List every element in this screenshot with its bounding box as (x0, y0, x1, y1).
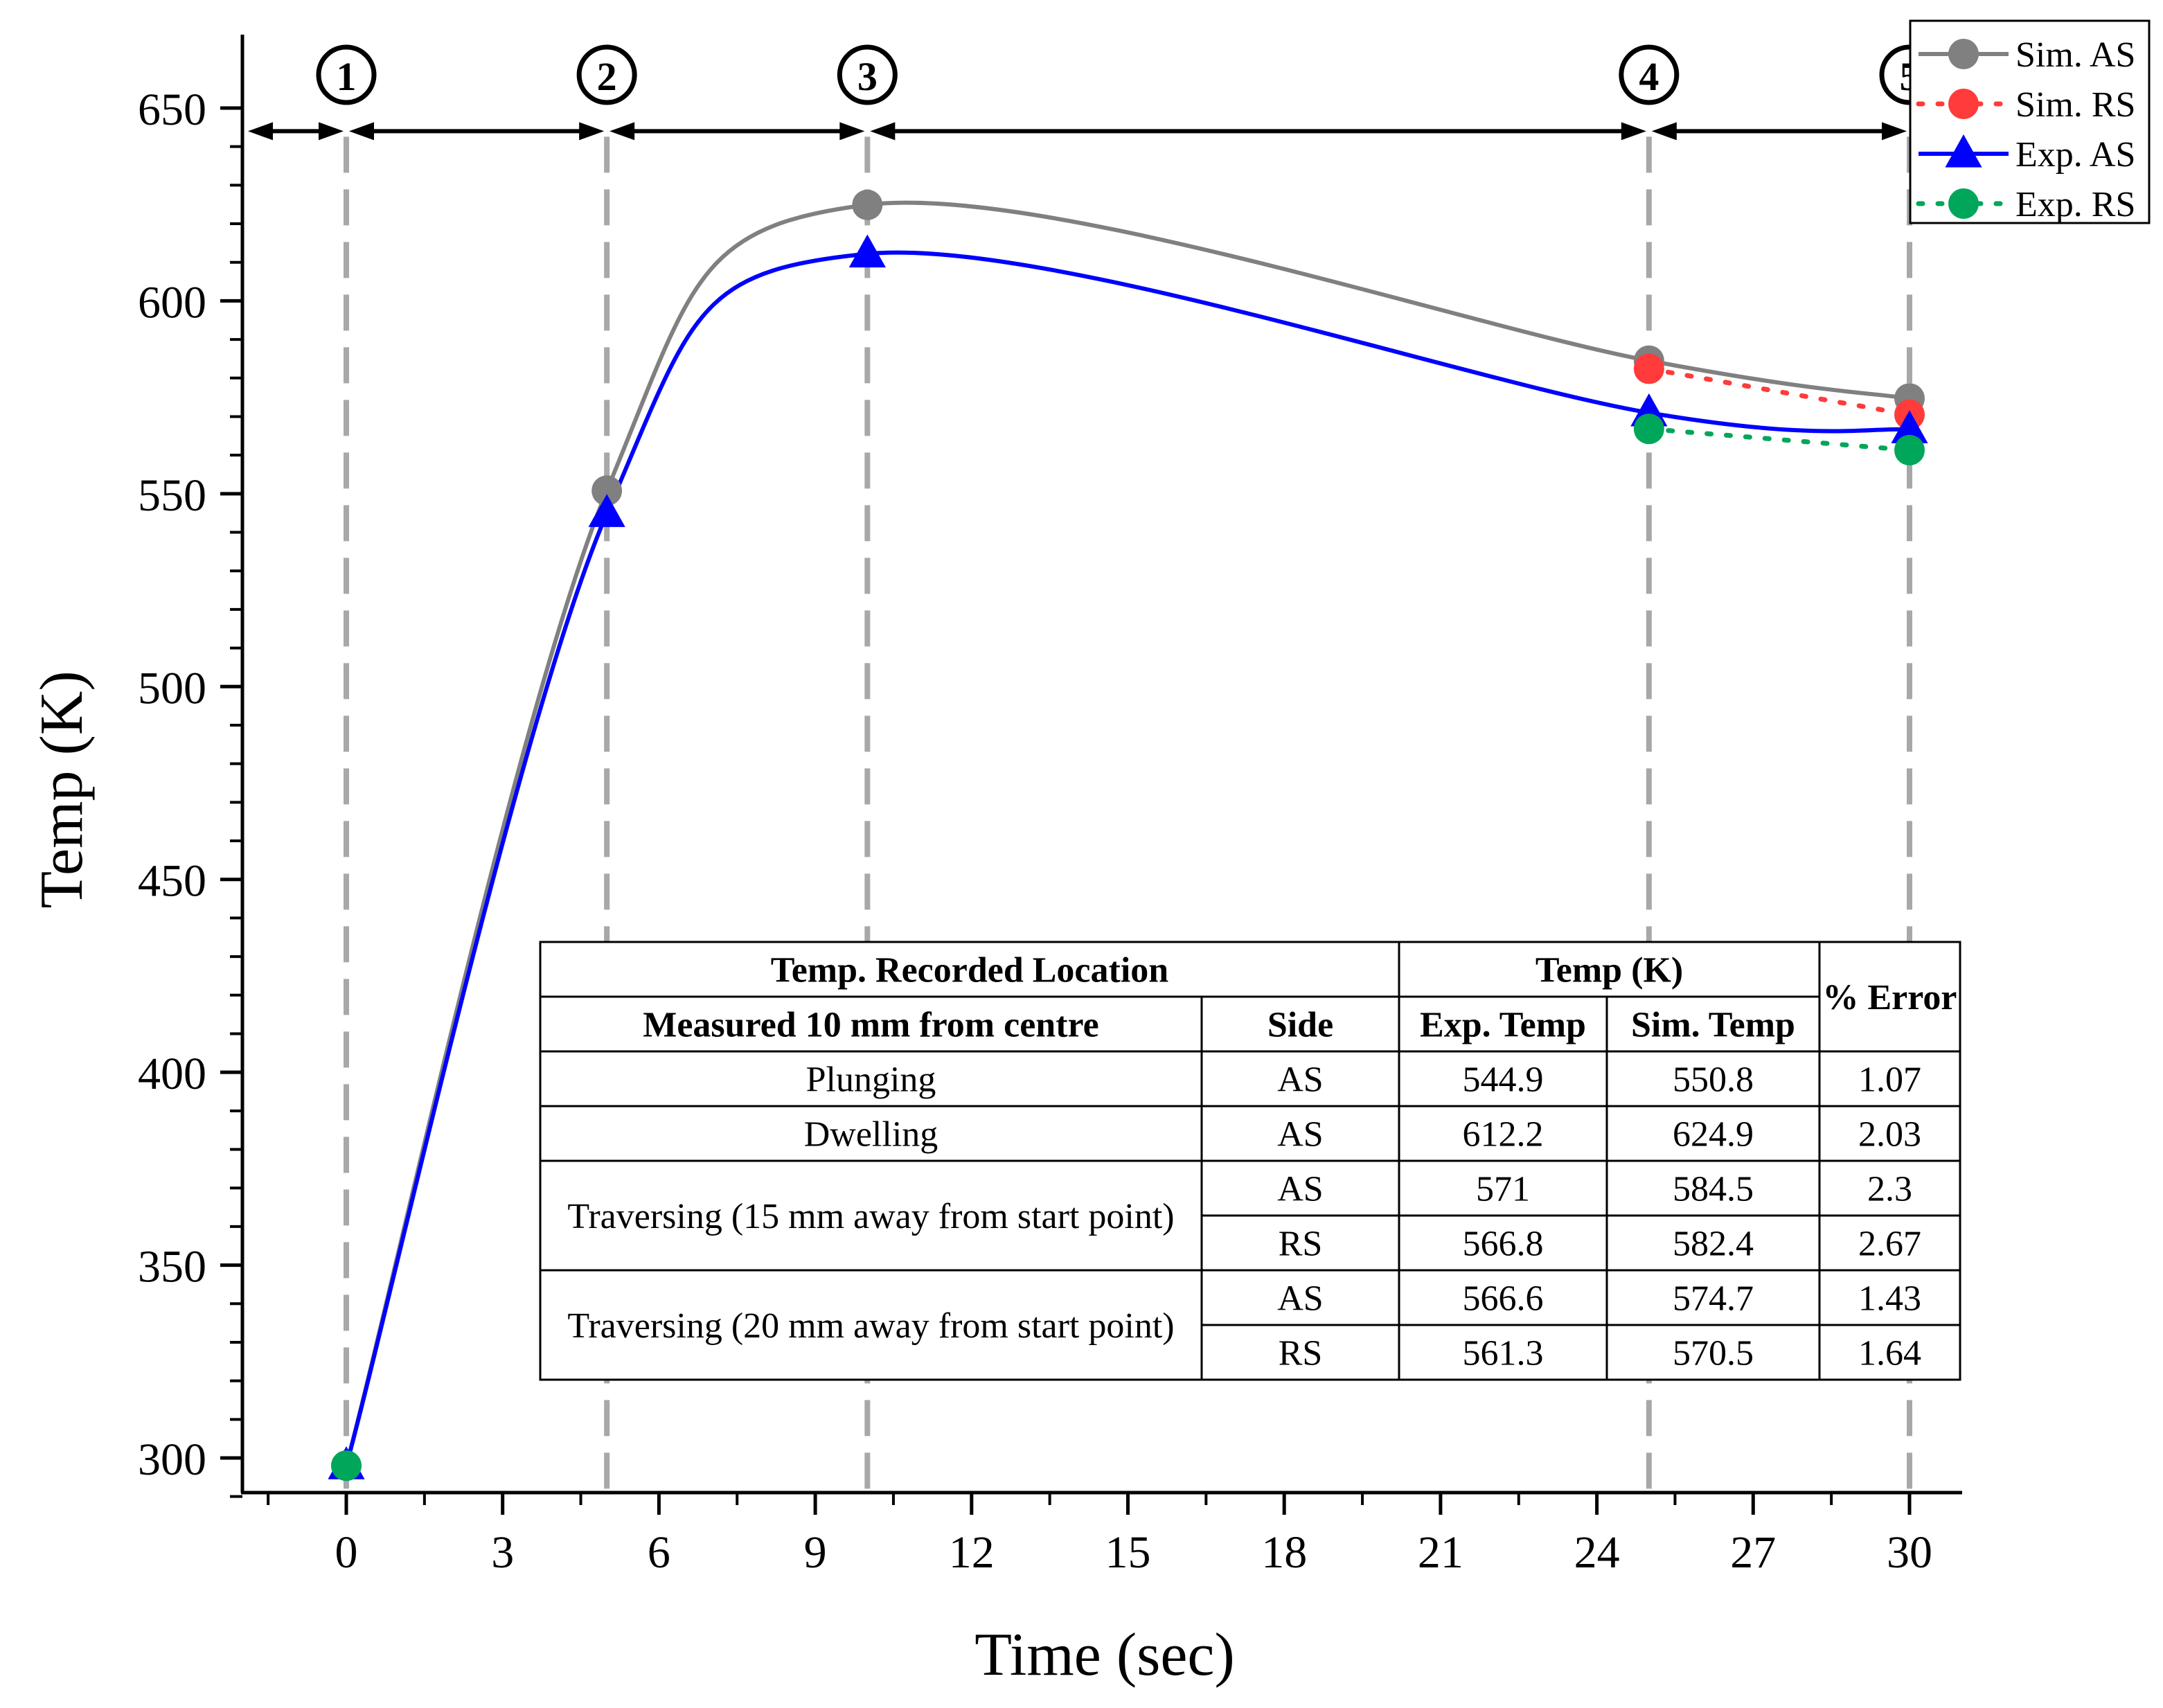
x-tick-label: 18 (1261, 1527, 1307, 1578)
exp-as-point (1891, 410, 1928, 444)
y-tick-label: 300 (138, 1434, 206, 1485)
table-error-cell: 2.03 (1858, 1115, 1921, 1155)
arrow-head-right (1621, 122, 1646, 141)
table-location-cell: Dwelling (804, 1115, 938, 1155)
arrow-head-left (870, 122, 896, 141)
table-sub-measured: Measured 10 mm from centre (643, 1006, 1098, 1045)
legend-label-exp-as: Exp. AS (2015, 135, 2135, 175)
table-side-cell: AS (1277, 1170, 1323, 1209)
legend-label-sim-rs: Sim. RS (2015, 85, 2135, 125)
exp-rs-point (1633, 413, 1664, 445)
y-tick-label: 350 (138, 1242, 206, 1292)
table-side-cell: RS (1279, 1334, 1323, 1373)
x-tick-label: 3 (491, 1527, 514, 1578)
stage-number: 3 (857, 54, 878, 99)
table-sim-cell: 570.5 (1673, 1334, 1754, 1373)
series-points (328, 189, 1928, 1482)
table-error-cell: 2.67 (1858, 1225, 1921, 1264)
x-axis-label: Time (sec) (974, 1621, 1235, 1689)
table-exp-cell: 571 (1476, 1170, 1530, 1209)
table-header-location: Temp. Recorded Location (771, 951, 1168, 990)
legend-label-exp-rs: Exp. RS (2015, 185, 2135, 224)
sim-rs-point (1633, 353, 1664, 384)
table-error-cell: 2.3 (1867, 1170, 1912, 1209)
exp-as-point (588, 494, 625, 527)
stage-number: 4 (1639, 54, 1659, 99)
legend-marker-exp-rs (1948, 188, 1979, 219)
x-tick-label: 24 (1574, 1527, 1620, 1578)
y-tick-label: 450 (138, 856, 206, 907)
y-tick-label: 500 (138, 663, 206, 713)
table-header-error: % Error (1823, 978, 1957, 1017)
table-error-cell: 1.07 (1858, 1060, 1921, 1100)
y-tick-label: 650 (138, 84, 206, 135)
x-tick-label: 21 (1418, 1527, 1463, 1578)
x-tick-label: 15 (1105, 1527, 1151, 1578)
table-sim-cell: 582.4 (1673, 1225, 1754, 1264)
table-sim-cell: 550.8 (1673, 1060, 1754, 1100)
x-tick-label: 6 (648, 1527, 670, 1578)
table-exp-cell: 561.3 (1463, 1334, 1544, 1373)
arrow-head-left (1651, 122, 1677, 141)
stage-circle (316, 44, 377, 105)
arrow-head-right (1882, 122, 1907, 141)
table-exp-cell: 566.8 (1463, 1225, 1544, 1264)
table-side-cell: AS (1277, 1115, 1323, 1155)
table-exp-cell: 566.6 (1463, 1279, 1544, 1319)
legend-marker-sim-as (1948, 39, 1979, 69)
table-sub-side: Side (1267, 1006, 1333, 1045)
table-sim-cell: 574.7 (1673, 1279, 1754, 1319)
y-tick-label: 400 (138, 1049, 206, 1099)
table-exp-cell: 544.9 (1463, 1060, 1544, 1100)
table-location-cell: Traversing (15 mm away from start point) (567, 1197, 1174, 1236)
y-tick-label: 550 (138, 470, 206, 521)
table-location-cell: Plunging (806, 1060, 936, 1100)
table-exp-cell: 612.2 (1463, 1115, 1544, 1155)
exp-rs-line (1646, 426, 1912, 453)
sim-as-point (852, 189, 883, 220)
legend: Sim. AS Sim. RS Exp. AS Exp. RS (1909, 19, 2151, 224)
arrow-head-right (839, 122, 865, 141)
stage-circle (837, 44, 898, 105)
y-axis-label: Temp (K) (28, 670, 96, 908)
exp-rs-point (1894, 434, 1925, 465)
stage-circle (1619, 44, 1680, 105)
arrow-head-right (579, 122, 605, 141)
x-tick-label: 0 (335, 1527, 358, 1578)
stage-number: 1 (337, 54, 357, 99)
stage-circle (576, 44, 637, 105)
sim-as-point (591, 475, 623, 506)
x-tick-label: 9 (804, 1527, 827, 1578)
table-location-cell: Traversing (20 mm away from start point) (567, 1306, 1174, 1346)
arrow-head-left (248, 122, 273, 141)
table-header-temp: Temp (K) (1536, 951, 1683, 990)
stage-number: 2 (597, 54, 617, 99)
x-tick-label: 30 (1887, 1527, 1932, 1578)
sim-rs-line (1646, 366, 1912, 418)
x-tick-label: 12 (949, 1527, 995, 1578)
table-sub-exp: Exp. Temp (1420, 1006, 1586, 1045)
legend-marker-sim-rs (1948, 89, 1979, 119)
arrow-head-right (319, 122, 344, 141)
legend-label-sim-as: Sim. AS (2015, 35, 2135, 75)
table-side-cell: RS (1279, 1225, 1323, 1264)
table-sub-sim: Sim. Temp (1631, 1006, 1795, 1045)
arrow-head-left (609, 122, 635, 141)
exp-as-point (848, 234, 886, 268)
x-tick-label: 27 (1730, 1527, 1776, 1578)
y-tick-label: 600 (138, 277, 206, 328)
table-error-cell: 1.64 (1858, 1334, 1921, 1373)
legend-marker-exp-as (1945, 134, 1982, 168)
exp-rs-point (331, 1450, 362, 1482)
data-table: Temp. Recorded Location Temp (K) % Error Me… (539, 941, 1961, 1381)
table-side-cell: AS (1277, 1060, 1323, 1100)
table-error-cell: 1.43 (1858, 1279, 1921, 1319)
table-side-cell: AS (1277, 1279, 1323, 1319)
table-sim-cell: 584.5 (1673, 1170, 1754, 1209)
table-sim-cell: 624.9 (1673, 1115, 1754, 1155)
arrow-head-left (349, 122, 374, 141)
